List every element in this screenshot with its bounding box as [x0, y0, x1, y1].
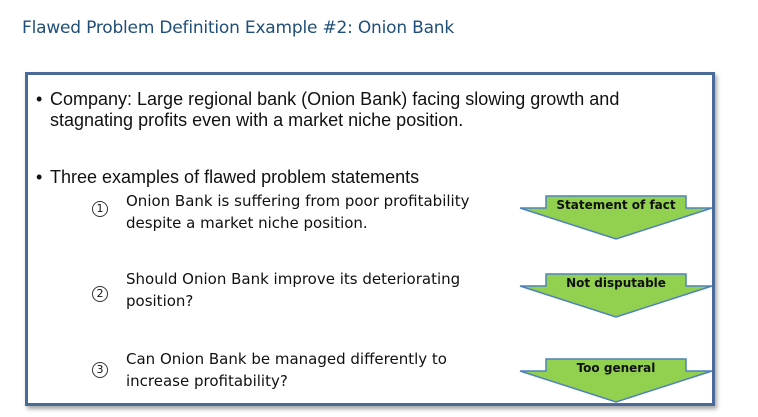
example-statement-text: Onion Bank is suffering from poor profit… — [126, 192, 470, 232]
down-arrow-icon — [519, 195, 713, 240]
bullet-examples-text: Three examples of flawed problem stateme… — [50, 167, 420, 187]
tag-label: Statement of fact — [556, 198, 676, 212]
example-statement-text: Should Onion Bank improve its deteriorat… — [126, 270, 461, 310]
number-circle-icon: 3 — [92, 362, 108, 378]
example-statement-text: Can Onion Bank be managed differently to… — [126, 350, 447, 390]
tag-label: Too general — [576, 361, 656, 375]
tag-arrow-3: Too general — [518, 358, 714, 403]
content-box: • Company: Large regional bank (Onion Ba… — [25, 72, 715, 406]
bullet-marker: • — [36, 167, 43, 187]
down-arrow-icon — [519, 358, 713, 403]
tag-label: Not disputable — [566, 276, 666, 290]
number-circle-icon: 1 — [92, 201, 108, 217]
bullet-marker: • — [36, 89, 43, 109]
number-circle-icon: 2 — [92, 286, 108, 302]
down-arrow-icon — [519, 273, 713, 318]
tag-arrow-2: Not disputable — [518, 273, 714, 318]
bullet-company-text: Company: Large regional bank (Onion Bank… — [50, 89, 620, 130]
tag-arrow-1: Statement of fact — [518, 195, 714, 240]
slide-title: Flawed Problem Definition Example #2: On… — [22, 18, 455, 38]
